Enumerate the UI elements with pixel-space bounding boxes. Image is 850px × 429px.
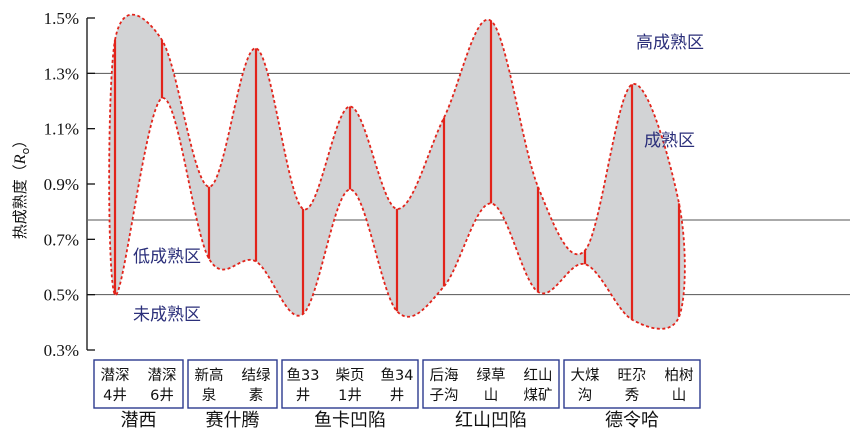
y-axis-label: 热成熟度（Ro） [11,133,32,240]
well-label-bottom: 沟 [578,387,593,404]
region-box-4 [563,359,701,409]
well-label-top: 柴页 [336,367,365,384]
region-box-2 [281,359,419,409]
y-tick-label-0: 1.5% [44,9,79,28]
well-label-top: 大煤 [571,367,600,384]
well-label-bottom: 煤矿 [524,387,553,404]
well-label-bottom: 井 [390,387,405,404]
well-label-top: 红山 [524,367,553,384]
zone-label-mature: 成熟区 [644,130,695,151]
region-labels: 潜西 赛什腾 鱼卡凹陷 红山凹陷 德令哈 [121,410,660,429]
y-tick-label-6: 0.3% [44,341,79,360]
region-label: 德令哈 [605,410,659,429]
region-label: 鱼卡凹陷 [314,410,386,429]
region-label: 红山凹陷 [455,410,527,429]
region-box-3 [422,359,560,409]
maturity-range-band [108,13,686,330]
well-label-top: 后海 [430,367,459,384]
well-label-bottom: 4井 [103,387,127,404]
well-label-bottom: 山 [484,387,499,404]
y-tick-label-4: 0.7% [44,230,79,249]
zone-label-high-maturity: 高成熟区 [636,32,704,53]
well-label-top: 潜深 [148,367,177,384]
well-label-bottom: 山 [672,387,687,404]
region-label: 潜西 [121,410,157,429]
well-label-top: 结绿 [242,367,271,384]
zone-label-low-maturity: 低成熟区 [133,246,201,267]
well-label-top: 绿草 [477,367,506,384]
well-label-bottom: 井 [296,387,311,404]
well-label-top: 柏树 [665,367,694,384]
y-tick-label-1: 1.3% [44,64,79,83]
y-tick-label-2: 1.1% [44,120,79,139]
well-label-bottom: 素 [249,387,264,404]
well-label-bottom: 6井 [150,387,174,404]
well-label-top: 旺尕 [618,368,647,384]
region-label: 赛什腾 [206,410,260,429]
y-tick-label-3: 0.9% [44,175,79,194]
well-label-top: 潜深 [101,367,130,384]
region-box-0 [93,359,184,409]
zone-label-immature: 未成熟区 [133,304,201,325]
well-label-bottom: 子沟 [430,387,459,404]
well-range-bars [113,20,681,320]
y-ticks: 1.5% 1.3% 1.1% 0.9% 0.7% 0.5% 0.3% [44,9,95,360]
well-label-bottom: 秀 [625,387,640,404]
well-label-top: 鱼34 [381,366,414,384]
y-tick-label-5: 0.5% [44,286,79,305]
region-box-1 [187,359,278,409]
well-label-bottom: 泉 [202,387,217,404]
well-label-bottom: 1井 [338,387,362,404]
well-label-top: 新高 [195,367,224,384]
well-label-top: 鱼33 [287,366,320,384]
